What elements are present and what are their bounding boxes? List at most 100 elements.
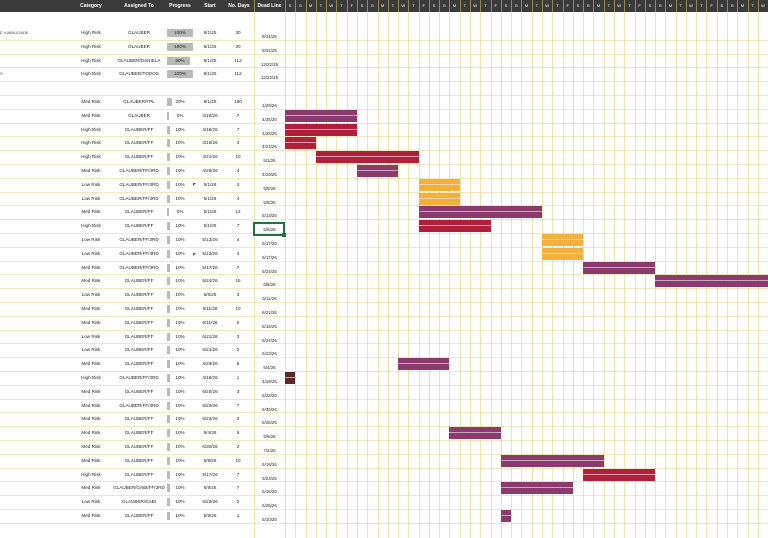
task-name-cell[interactable] bbox=[0, 412, 78, 426]
assigned-to-cell[interactable]: GLAUBER/FF bbox=[124, 278, 154, 284]
progress-cell[interactable]: 10% bbox=[166, 468, 194, 482]
task-name-cell[interactable] bbox=[0, 454, 78, 468]
progress-cell[interactable]: 10% bbox=[166, 192, 194, 206]
duration-cell[interactable]: 7 bbox=[236, 485, 240, 491]
duration-cell[interactable]: 2 bbox=[236, 347, 240, 353]
progress-cell[interactable]: 10% bbox=[166, 343, 194, 357]
deadline-cell[interactable]: 6/24/26 bbox=[262, 337, 277, 343]
progress-cell[interactable]: 10% bbox=[166, 261, 194, 275]
category-cell[interactable]: Med Risk bbox=[81, 388, 101, 394]
deadline-cell[interactable]: 5/9/26 bbox=[263, 434, 276, 440]
category-cell[interactable]: Med Risk bbox=[81, 99, 101, 104]
cell-comment-indicator[interactable] bbox=[193, 183, 196, 186]
start-date-cell[interactable]: 4/29/26 bbox=[202, 361, 218, 367]
assigned-to-cell[interactable]: GLAUBER/FF/3RD bbox=[119, 195, 159, 201]
task-name-cell[interactable] bbox=[0, 509, 78, 523]
deadline-cell[interactable]: 6/26/26 bbox=[262, 420, 277, 426]
deadline-cell[interactable]: 7/2/26 bbox=[263, 448, 276, 453]
header-category[interactable]: Category bbox=[80, 3, 102, 9]
gantt-task-bar[interactable] bbox=[583, 261, 656, 274]
progress-cell[interactable]: 10% bbox=[166, 233, 194, 247]
progress-cell[interactable]: 10% bbox=[166, 509, 194, 523]
header-assigned-to[interactable]: Assigned To bbox=[124, 3, 154, 9]
gantt-task-bar[interactable] bbox=[583, 468, 656, 481]
duration-cell[interactable]: 4 bbox=[236, 250, 240, 256]
start-date-cell[interactable]: 4/21/26 bbox=[202, 154, 218, 160]
duration-cell[interactable]: 1 bbox=[236, 375, 240, 380]
deadline-cell[interactable]: 4/29/26 bbox=[262, 172, 277, 177]
duration-cell[interactable]: 30 bbox=[235, 30, 241, 35]
duration-cell[interactable]: 7 bbox=[236, 471, 240, 477]
duration-cell[interactable]: 12 bbox=[235, 209, 241, 215]
task-name-cell[interactable] bbox=[0, 288, 78, 302]
assigned-to-cell[interactable]: GLAUBER/FPL bbox=[123, 99, 155, 104]
deadline-cell[interactable]: 5/17/26 bbox=[262, 254, 277, 260]
start-date-cell[interactable]: 4/18/26 bbox=[202, 140, 218, 146]
gantt-task-bar[interactable] bbox=[655, 275, 768, 288]
progress-cell[interactable]: 10% bbox=[166, 136, 194, 150]
category-cell[interactable]: Med Risk bbox=[81, 361, 101, 367]
deadline-cell[interactable]: 1/29/26 bbox=[262, 103, 277, 108]
gantt-task-bar[interactable] bbox=[285, 372, 296, 384]
category-cell[interactable]: High Risk bbox=[81, 57, 101, 63]
category-cell[interactable]: Med Risk bbox=[81, 513, 101, 518]
duration-cell[interactable]: 30 bbox=[235, 43, 241, 49]
category-cell[interactable]: Med Risk bbox=[81, 457, 101, 463]
progress-cell[interactable]: 10% bbox=[166, 274, 194, 288]
task-name-cell[interactable] bbox=[0, 81, 78, 95]
table-row[interactable]: Med Risk GLAUBER 0% 4/18/26 7 4/25/26 bbox=[0, 109, 285, 123]
task-name-cell[interactable] bbox=[0, 330, 78, 344]
task-name-cell[interactable] bbox=[0, 316, 78, 330]
assigned-to-cell[interactable]: GLAUBER/FF bbox=[124, 444, 154, 449]
start-date-cell[interactable]: 5/13/26 bbox=[202, 250, 218, 256]
table-row[interactable]: Med Risk GLAUBER/FF 0% 5/1/26 12 5/13/26 bbox=[0, 205, 285, 219]
gantt-task-bar[interactable] bbox=[449, 427, 501, 440]
start-date-cell[interactable]: 6/23/26 bbox=[202, 402, 218, 408]
start-date-cell[interactable]: 4/18/26 bbox=[202, 112, 218, 118]
assigned-to-cell[interactable]: GLAUBER/FF bbox=[124, 471, 154, 477]
start-date-cell[interactable]: 6/21/26 bbox=[202, 333, 218, 339]
deadline-cell[interactable]: 5/4/26 bbox=[263, 365, 276, 371]
table-row[interactable] bbox=[0, 81, 285, 95]
gantt-task-bar[interactable] bbox=[315, 151, 419, 164]
progress-cell[interactable]: 10% bbox=[166, 440, 194, 454]
table-row[interactable]: Low Risk GLAUBER/FF 10% 6/21/26 3 6/24/26 bbox=[0, 330, 285, 344]
category-cell[interactable] bbox=[72, 81, 110, 95]
deadline-cell[interactable]: 5/24/26 bbox=[262, 268, 277, 274]
duration-cell[interactable]: 112 bbox=[234, 57, 242, 63]
task-name-cell[interactable] bbox=[0, 357, 78, 371]
deadline-cell[interactable]: 6/25/26 bbox=[262, 503, 277, 509]
table-row[interactable]: Low Risk GLAUBER/FF/3RD 10% 5/1/26 4 5/5/26 bbox=[0, 178, 285, 192]
assigned-to-cell[interactable]: GLAUBER bbox=[128, 30, 150, 35]
task-name-cell[interactable] bbox=[0, 261, 78, 275]
assigned-to-cell[interactable]: GLAUBER/GABI bbox=[121, 499, 157, 505]
header-deadline[interactable]: Dead Line bbox=[257, 3, 282, 9]
deadline-cell[interactable]: 6/21/26 bbox=[262, 310, 277, 315]
assigned-to-cell[interactable]: GLAUBER/FF bbox=[124, 333, 154, 339]
category-cell[interactable]: Low Risk bbox=[81, 292, 101, 298]
duration-cell[interactable]: 7 bbox=[236, 223, 240, 229]
table-row[interactable]: Low Risk GLAUBER/GABI 10% 6/23/26 2 6/25/26 bbox=[0, 495, 285, 509]
assigned-to-cell[interactable]: GLAUBER/FF/3RD bbox=[119, 250, 159, 256]
start-date-cell[interactable]: 6/30/26 bbox=[202, 444, 218, 449]
assigned-to-cell[interactable]: GLAUBER/FF bbox=[124, 154, 154, 160]
assigned-to-cell[interactable]: GLAUBER/FF bbox=[124, 223, 154, 229]
deadline-cell[interactable]: 5/5/26 bbox=[263, 199, 276, 205]
task-name-cell[interactable] bbox=[0, 385, 78, 399]
duration-cell[interactable]: 4 bbox=[236, 168, 240, 173]
progress-cell[interactable]: 10% bbox=[166, 178, 194, 192]
fill-handle[interactable] bbox=[282, 233, 286, 237]
table-row[interactable]: Med Risk GLAUBER/GABI/FF/3RD 10% 5/9/26 7 5/1… bbox=[0, 481, 285, 495]
task-name-cell[interactable] bbox=[0, 205, 78, 219]
progress-cell[interactable]: 10% bbox=[166, 357, 194, 371]
table-row[interactable]: High Risk GLAUBER/FF 10% 5/17/26 7 5/24/26 bbox=[0, 468, 285, 482]
deadline-cell[interactable]: 5/16/26 bbox=[262, 489, 277, 495]
task-name-cell[interactable] bbox=[0, 219, 78, 233]
task-name-cell[interactable] bbox=[0, 150, 78, 164]
assigned-to-cell[interactable]: GLAUBER/FF bbox=[124, 306, 154, 311]
duration-cell[interactable]: 5 bbox=[236, 319, 240, 325]
start-date-cell[interactable] bbox=[196, 81, 224, 95]
category-cell[interactable]: Med Risk bbox=[81, 319, 101, 325]
start-date-cell[interactable]: 5/9/26 bbox=[203, 457, 217, 463]
duration-cell[interactable]: 10 bbox=[235, 457, 241, 463]
